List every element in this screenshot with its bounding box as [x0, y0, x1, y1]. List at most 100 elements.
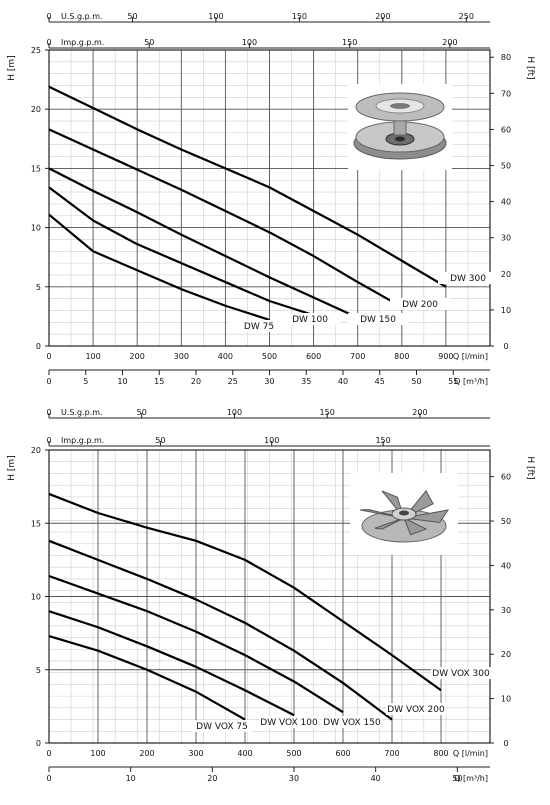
m3h-tick-label: 15 [154, 377, 164, 386]
x-tick-label: 100 [85, 352, 100, 361]
us-gpm-label: U.S.g.p.m. [61, 12, 103, 21]
y-tick-label: 20 [31, 446, 41, 455]
series-label: DW VOX 75 [196, 722, 248, 732]
series-line [48, 186, 314, 317]
series-label-bg [390, 298, 450, 310]
series-label: DW VOX 200 [387, 705, 445, 715]
y-ft-tick-label: 40 [501, 198, 511, 207]
vortex-impeller-photo [350, 473, 458, 555]
series-line [48, 167, 359, 319]
m3h-tick-label: 0 [46, 377, 51, 386]
y-axis-label: H [m] [7, 55, 17, 80]
x-tick-label: 300 [188, 749, 203, 758]
x-tick-label: 300 [174, 352, 189, 361]
us-gpm-tick-label: 50 [137, 408, 147, 417]
y-ft-tick-label: 70 [501, 89, 511, 98]
series-label: DW 150 [360, 315, 396, 325]
series-label-bg [348, 313, 408, 325]
x-tick-label: 400 [218, 352, 233, 361]
m3h-axis-label: Q [m³/h] [454, 377, 488, 386]
y-ft-tick-label: 10 [501, 306, 511, 315]
y-ft-tick-label: 60 [501, 125, 511, 134]
series-label: DW 75 [244, 322, 274, 332]
y-tick-label: 0 [36, 342, 41, 351]
m3h-tick-label: 55 [448, 377, 458, 386]
imp-gpm-tick-label: 100 [264, 436, 279, 445]
imp-gpm-tick-label: 200 [442, 38, 457, 47]
y-tick-label: 15 [31, 519, 41, 528]
series-line [48, 213, 270, 321]
series-line [48, 610, 295, 717]
m3h-tick-label: 45 [375, 377, 385, 386]
y-ft-tick-label: 20 [501, 650, 511, 659]
y-ft-tick-label: 0 [503, 739, 508, 748]
y-axis-label: H [m] [7, 455, 17, 480]
y-ft-tick-label: 40 [501, 561, 511, 570]
x-tick-label: 700 [350, 352, 365, 361]
imp-gpm-label: Imp.g.p.m. [61, 38, 104, 47]
imp-gpm-tick-label: 150 [342, 38, 357, 47]
m3h-tick-label: 40 [338, 377, 348, 386]
x-tick-label: 200 [130, 352, 145, 361]
imp-gpm-label: Imp.g.p.m. [61, 436, 104, 445]
m3h-tick-label: 35 [301, 377, 311, 386]
imp-gpm-tick-label: 100 [242, 38, 257, 47]
x-tick-label: 800 [394, 352, 409, 361]
y-ft-tick-label: 80 [501, 53, 511, 62]
m3h-tick-label: 50 [452, 774, 462, 783]
y-tick-label: 25 [31, 46, 41, 55]
series-label-bg [192, 720, 252, 732]
us-gpm-tick-label: 0 [46, 408, 51, 417]
x-axis-label: Q [l/min] [453, 749, 488, 758]
m3h-tick-label: 20 [191, 377, 201, 386]
y-ft-axis-label: H [ft] [525, 56, 535, 79]
series-label-bg [259, 716, 319, 728]
m3h-tick-label: 20 [207, 774, 217, 783]
y-ft-tick-label: 50 [501, 162, 511, 171]
y-tick-label: 5 [36, 283, 41, 292]
m3h-tick-label: 30 [264, 377, 274, 386]
m3h-axis-label: Q [m³/h] [454, 774, 488, 783]
us-gpm-label: U.S.g.p.m. [61, 408, 103, 417]
y-tick-label: 5 [36, 666, 41, 675]
series-line [48, 635, 246, 721]
imp-gpm-tick-label: 0 [46, 38, 51, 47]
vortex-vane [374, 517, 405, 530]
vortex-hub-hole [399, 510, 409, 516]
m3h-tick-label: 25 [228, 377, 238, 386]
series-label: DW VOX 100 [260, 718, 318, 728]
series-line [48, 539, 393, 721]
y-ft-tick-label: 50 [501, 517, 511, 526]
y-ft-tick-label: 60 [501, 473, 511, 482]
series-label-bg [431, 667, 491, 679]
x-tick-label: 900 [438, 352, 453, 361]
x-tick-label: 0 [46, 352, 51, 361]
m3h-tick-label: 5 [83, 377, 88, 386]
x-tick-label: 0 [46, 749, 51, 758]
x-tick-label: 100 [90, 749, 105, 758]
impeller-hub-hole [395, 136, 405, 142]
y-ft-tick-label: 30 [501, 234, 511, 243]
us-gpm-tick-label: 200 [412, 408, 427, 417]
series-label: DW 100 [292, 315, 328, 325]
x-tick-label: 600 [306, 352, 321, 361]
m3h-tick-label: 10 [126, 774, 136, 783]
series-line [48, 128, 403, 308]
x-tick-label: 600 [335, 749, 350, 758]
us-gpm-tick-label: 50 [127, 12, 137, 21]
series-label-bg [322, 716, 382, 728]
x-tick-label: 200 [139, 749, 154, 758]
y-tick-label: 10 [31, 224, 41, 233]
y-ft-tick-label: 10 [501, 695, 511, 704]
imp-gpm-tick-label: 50 [155, 436, 165, 445]
x-tick-label: 700 [384, 749, 399, 758]
series-label: DW 300 [450, 274, 486, 284]
x-tick-label: 500 [262, 352, 277, 361]
us-gpm-tick-label: 100 [227, 408, 242, 417]
y-tick-label: 0 [36, 739, 41, 748]
series-label: DW 200 [402, 300, 438, 310]
